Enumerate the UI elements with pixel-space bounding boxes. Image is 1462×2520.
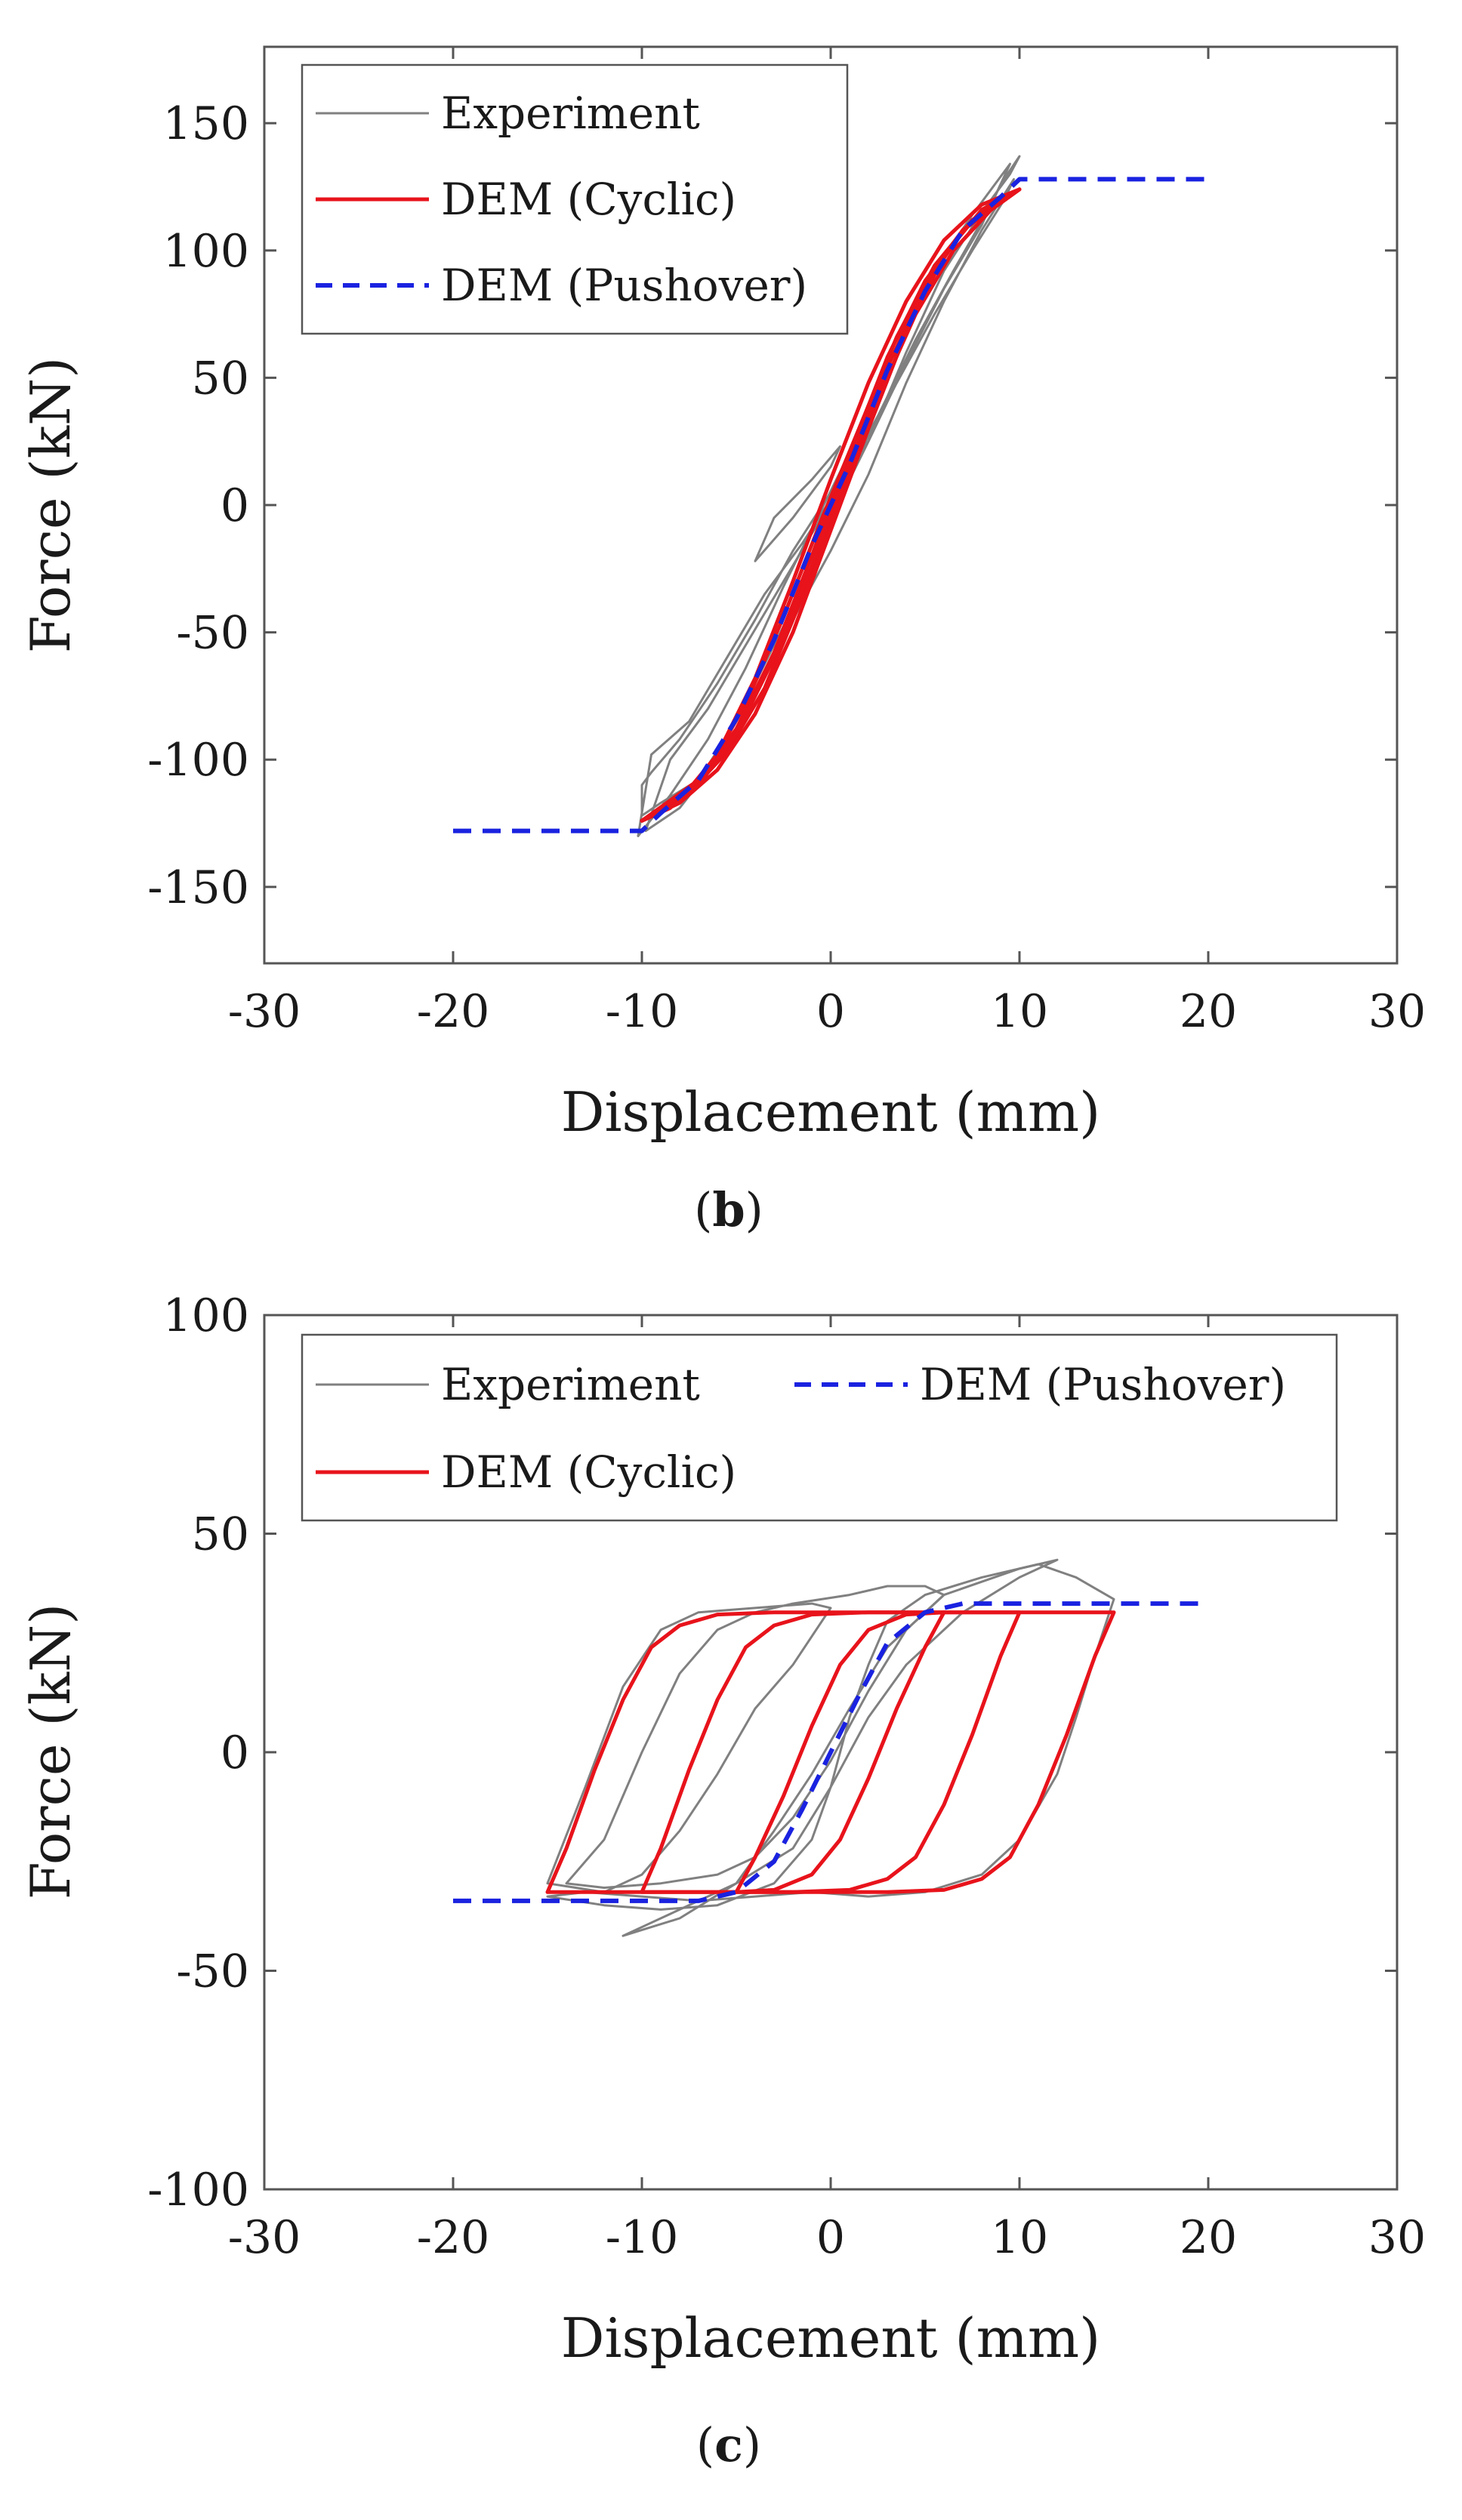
series-experiment-b-loop-3 (754, 445, 841, 562)
x-tick-label-c-5: 20 (1180, 2211, 1237, 2264)
legend-label-dem-pushover-c: DEM (Pushover) (920, 1359, 1286, 1410)
panel-label-b: (b) (694, 1182, 763, 1237)
x-ticks-c: -30 -20 -10 0 10 20 30 (228, 1315, 1426, 2264)
y-ticks-b: -150 -100 -50 0 50 100 150 (147, 97, 1397, 914)
legend-label-dem-cyclic-b: DEM (Cyclic) (441, 174, 736, 225)
y-tick-label-b-5: 100 (162, 225, 249, 278)
x-tick-label-c-3: 0 (816, 2211, 845, 2264)
x-tick-label-c-6: 30 (1368, 2211, 1426, 2264)
legend-c: Experiment DEM (Pushover) DEM (Cyclic) (301, 1333, 1338, 1522)
panel-letter-b: b (712, 1182, 745, 1237)
series-experiment-c-loop-3 (565, 1585, 945, 1889)
series-dem-pushover-c (453, 1601, 1208, 1903)
series-dem-pushover-b-line (453, 177, 1208, 833)
x-ticks-b: -30 -20 -10 0 10 20 30 (228, 47, 1426, 1038)
plot-area-c (453, 1558, 1208, 1937)
y-tick-label-b-0: -150 (147, 861, 249, 914)
x-tick-label-b-6: 30 (1368, 985, 1426, 1038)
series-dem-pushover-b (453, 177, 1208, 833)
series-experiment-c-loop-2 (622, 1558, 1059, 1937)
y-tick-label-c-2: 0 (221, 1727, 249, 1779)
x-tick-label-c-0: -30 (228, 2211, 301, 2264)
legend-b: Experiment DEM (Cyclic) DEM (Pushover) (301, 63, 849, 335)
y-tick-label-b-4: 50 (192, 352, 249, 405)
y-tick-label-c-3: 50 (192, 1508, 249, 1561)
y-tick-label-b-3: 0 (221, 479, 249, 532)
y-ticks-c: -100 -50 0 50 100 (147, 1289, 1397, 2217)
x-tick-label-b-0: -30 (228, 985, 301, 1038)
series-dem-pushover-c-line (453, 1601, 1208, 1903)
x-tick-label-c-4: 10 (991, 2211, 1048, 2264)
y-tick-label-c-1: -50 (176, 1945, 249, 1998)
y-axis-label-c: Force (kN) (19, 1603, 82, 1899)
x-tick-label-b-4: 10 (991, 985, 1048, 1038)
x-tick-label-b-5: 20 (1180, 985, 1237, 1038)
x-axis-label-b: Displacement (mm) (561, 1080, 1100, 1144)
x-tick-label-c-2: -10 (606, 2211, 679, 2264)
y-tick-label-c-0: -100 (147, 2164, 249, 2217)
panel-label-c: (c) (696, 2417, 761, 2472)
y-tick-label-b-1: -100 (147, 734, 249, 787)
panel-letter-c: c (714, 2417, 743, 2472)
x-tick-label-c-1: -20 (417, 2211, 490, 2264)
plot-area-b (453, 155, 1208, 837)
x-axis-label-c: Displacement (mm) (561, 2306, 1100, 2370)
x-tick-label-b-2: -10 (606, 985, 679, 1038)
y-tick-label-b-2: -50 (176, 607, 249, 660)
legend-label-dem-cyclic-c: DEM (Cyclic) (441, 1446, 736, 1498)
y-axis-label-b: Force (kN) (19, 357, 82, 653)
y-tick-label-c-4: 100 (162, 1289, 249, 1342)
series-dem-cyclic-c (545, 1610, 1116, 1894)
series-experiment-c-loop-0 (546, 1602, 832, 1893)
series-dem-cyclic-c-loop-0 (545, 1610, 1116, 1894)
series-dem-cyclic-c-loop-2 (640, 1610, 1022, 1894)
x-tick-label-b-1: -20 (417, 985, 490, 1038)
legend-label-experiment-c: Experiment (441, 1359, 700, 1410)
legend-box-c (301, 1333, 1338, 1522)
legend-label-experiment-b: Experiment (441, 88, 700, 139)
series-experiment-b-loop-2 (637, 162, 1011, 837)
x-tick-label-b-3: 0 (816, 985, 845, 1038)
y-tick-label-b-6: 150 (162, 97, 249, 150)
series-experiment-c-loop-1 (546, 1563, 1115, 1911)
legend-label-dem-pushover-b: DEM (Pushover) (441, 260, 807, 311)
